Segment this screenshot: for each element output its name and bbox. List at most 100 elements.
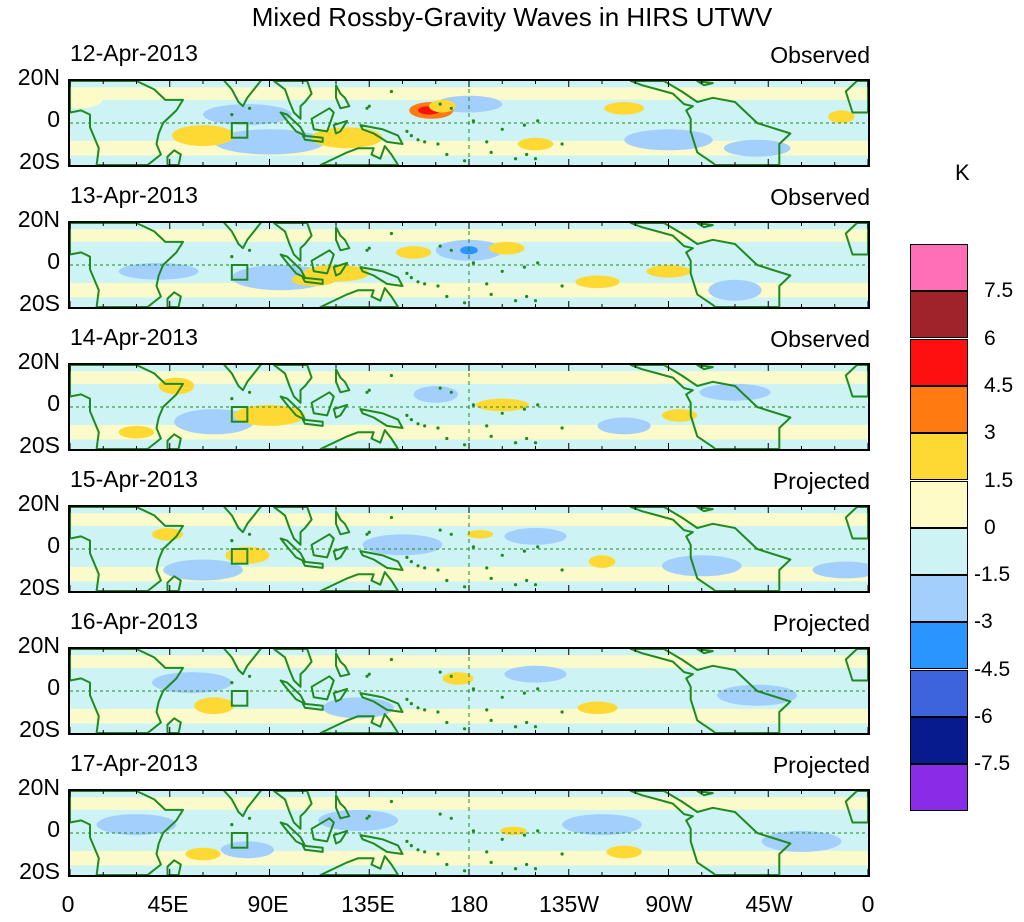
island bbox=[485, 140, 489, 144]
coastline bbox=[310, 391, 335, 417]
island bbox=[389, 373, 394, 378]
anomaly-blob bbox=[661, 555, 742, 577]
lon-tick-label: 45W bbox=[745, 891, 793, 917]
region-box bbox=[230, 690, 249, 707]
map-panel: 17-Apr-2013 Projected 20N 0 20S bbox=[0, 750, 900, 896]
island bbox=[525, 720, 529, 725]
coastline bbox=[359, 266, 404, 287]
coastline bbox=[844, 365, 868, 398]
lat-tick-label: 20N bbox=[17, 490, 60, 516]
lat-tick-label: 20N bbox=[17, 64, 60, 90]
anomaly-field bbox=[70, 223, 868, 307]
coastline bbox=[310, 107, 335, 133]
island bbox=[471, 403, 476, 407]
map-panel: 12-Apr-2013 Observed 20N 0 20S bbox=[0, 40, 900, 186]
lat-tick-label: 20S bbox=[19, 290, 60, 316]
lat-tick-label: 20N bbox=[17, 348, 60, 374]
anomaly-blob bbox=[220, 841, 274, 859]
anomaly-blob bbox=[163, 559, 243, 581]
coastline bbox=[844, 791, 868, 824]
island bbox=[409, 844, 413, 848]
island bbox=[247, 532, 252, 536]
island bbox=[409, 134, 413, 138]
island bbox=[247, 816, 252, 820]
coastline bbox=[166, 433, 182, 449]
coastline bbox=[335, 226, 351, 252]
anomaly-field bbox=[70, 81, 868, 165]
island bbox=[536, 403, 540, 407]
island bbox=[405, 271, 409, 275]
coastline bbox=[629, 649, 792, 733]
anomaly-blob bbox=[606, 845, 642, 859]
island bbox=[389, 231, 394, 236]
island bbox=[500, 269, 504, 273]
panel-date: 14-Apr-2013 bbox=[70, 324, 198, 350]
island bbox=[560, 852, 564, 856]
coastline bbox=[332, 687, 349, 703]
colorbar-swatch bbox=[910, 244, 968, 291]
anomaly-blob bbox=[174, 409, 254, 435]
anomaly-blob bbox=[577, 701, 618, 715]
island bbox=[449, 390, 453, 394]
coastline bbox=[332, 403, 349, 419]
island bbox=[560, 426, 564, 430]
coastline bbox=[319, 145, 400, 165]
coastline bbox=[70, 649, 184, 733]
map-area bbox=[68, 79, 870, 167]
panel-date: 15-Apr-2013 bbox=[70, 466, 198, 492]
island bbox=[489, 576, 493, 580]
panel-status: Projected bbox=[772, 610, 870, 636]
island bbox=[230, 539, 234, 543]
map-area bbox=[68, 789, 870, 877]
island bbox=[485, 566, 489, 570]
colorbar-label: -1.5 bbox=[974, 563, 1011, 587]
island bbox=[436, 710, 440, 714]
panel-date: 16-Apr-2013 bbox=[70, 608, 198, 634]
island bbox=[522, 833, 527, 837]
coastline bbox=[629, 81, 792, 165]
lat-tick-label: 20S bbox=[19, 148, 60, 174]
island bbox=[449, 106, 453, 110]
island bbox=[485, 708, 489, 712]
colorbar-swatch bbox=[910, 480, 968, 528]
panel-status: Projected bbox=[772, 752, 870, 778]
coastline bbox=[332, 829, 349, 845]
map-panel: 13-Apr-2013 Observed 20N 0 20S bbox=[0, 182, 900, 328]
island bbox=[409, 276, 413, 280]
anomaly-blob bbox=[575, 275, 620, 289]
island bbox=[525, 436, 529, 441]
anomaly-blob bbox=[588, 555, 616, 568]
island bbox=[500, 411, 504, 415]
coastline bbox=[223, 81, 263, 108]
island bbox=[389, 89, 394, 94]
map-panel: 15-Apr-2013 Projected 20N 0 20S bbox=[0, 466, 900, 612]
coastline bbox=[223, 365, 263, 392]
colorbar-swatch bbox=[910, 291, 968, 339]
colorbar-label: 4.5 bbox=[984, 373, 1014, 397]
island bbox=[449, 532, 453, 536]
island bbox=[462, 301, 467, 305]
anomaly-blob bbox=[562, 814, 642, 836]
coastline bbox=[310, 533, 335, 559]
lon-tick-label: 45E bbox=[147, 891, 189, 917]
coastline bbox=[335, 510, 351, 536]
map-area bbox=[68, 647, 870, 735]
lat-tick-label: 20N bbox=[17, 774, 60, 800]
positive-band bbox=[70, 797, 868, 810]
island bbox=[416, 564, 420, 568]
map-area bbox=[68, 221, 870, 309]
coastline bbox=[310, 817, 335, 843]
island bbox=[536, 829, 540, 833]
coastline bbox=[272, 223, 313, 262]
coastline bbox=[844, 507, 868, 540]
island bbox=[462, 585, 467, 589]
island bbox=[500, 127, 504, 131]
island bbox=[536, 261, 540, 265]
coastline bbox=[301, 418, 324, 427]
lat-tick-label: 20N bbox=[17, 206, 60, 232]
island bbox=[522, 265, 527, 269]
coastline bbox=[310, 675, 335, 701]
island bbox=[423, 850, 427, 854]
coastline bbox=[70, 81, 184, 165]
